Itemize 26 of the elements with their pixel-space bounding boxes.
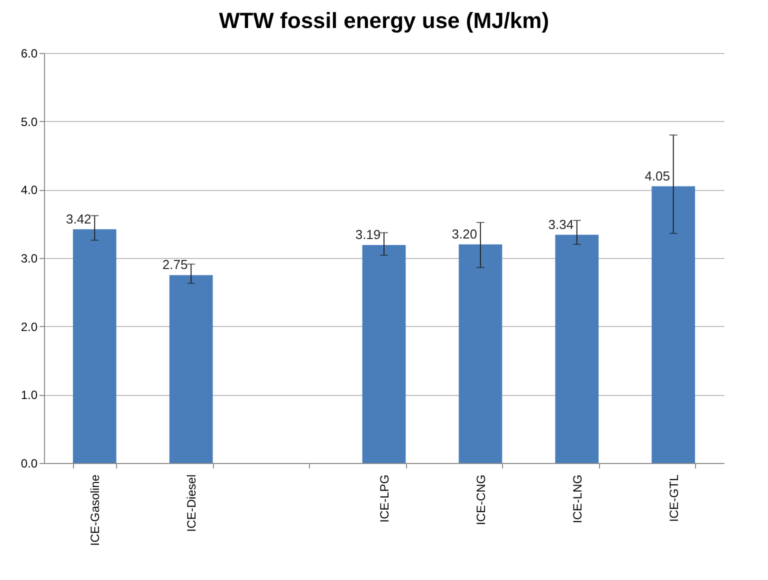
- x-tick-label: ICE-GTL: [666, 474, 681, 522]
- y-tick-label: 2.0: [20, 320, 38, 334]
- y-tick-label: 6.0: [20, 46, 38, 60]
- bar: [362, 245, 406, 463]
- y-tick-label: 5.0: [20, 114, 38, 129]
- x-tick-label: ICE-Gasoline: [88, 474, 102, 546]
- bar: [72, 229, 116, 463]
- bar: [555, 234, 599, 463]
- data-label: 3.19: [355, 227, 381, 242]
- x-tick-label: ICE-LPG: [378, 474, 392, 523]
- chart-title: WTW fossil energy use (MJ/km): [218, 8, 550, 33]
- x-tick-label: ICE-LNG: [570, 474, 584, 524]
- data-label: 3.42: [66, 211, 92, 226]
- bar: [458, 244, 502, 463]
- data-label: 3.34: [548, 216, 574, 232]
- bar: [652, 186, 696, 463]
- x-tick-label: ICE-CNG: [474, 474, 488, 526]
- y-tick-label: 4.0: [20, 183, 38, 198]
- data-label: 3.20: [452, 226, 478, 242]
- bar: [169, 275, 213, 463]
- x-tick-label: ICE-Diesel: [184, 474, 199, 532]
- y-tick-label: 3.0: [20, 252, 38, 266]
- data-label: 2.75: [162, 257, 188, 272]
- data-label: 4.05: [644, 168, 670, 184]
- y-tick-label: 0.0: [20, 456, 38, 470]
- y-tick-label: 1.0: [20, 388, 38, 402]
